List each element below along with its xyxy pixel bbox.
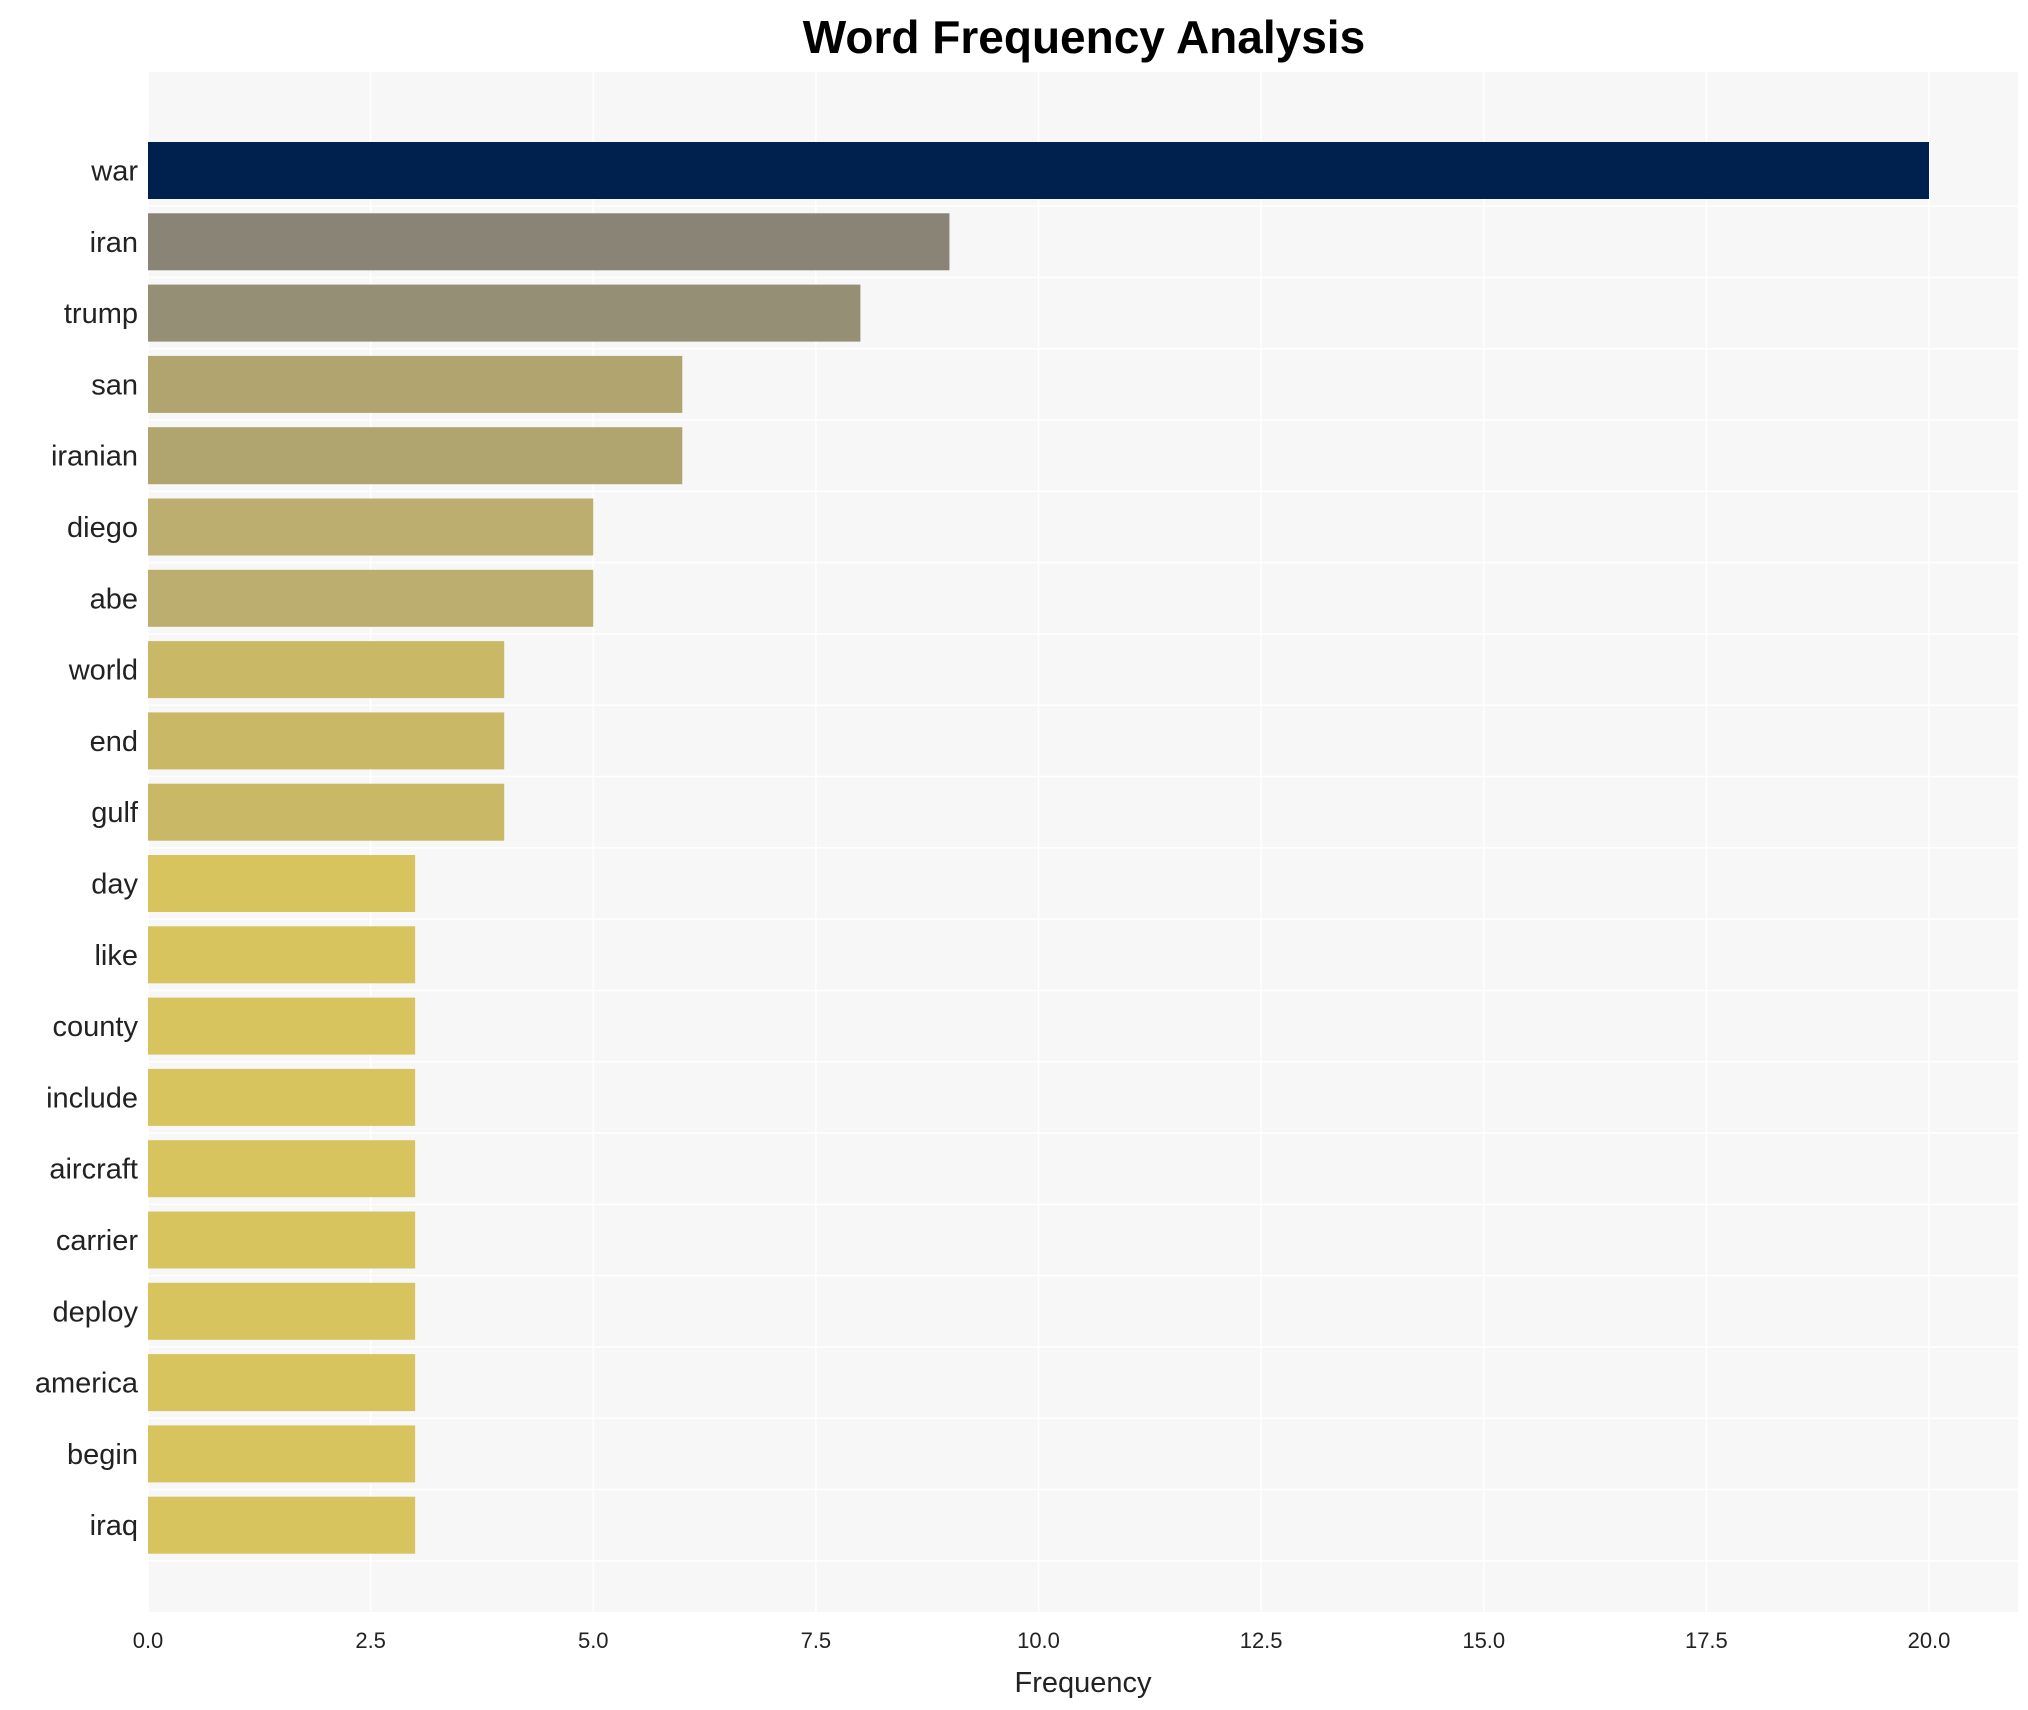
bar-diego — [148, 498, 594, 556]
bar-abe — [148, 569, 594, 627]
x-tick-label: 0.0 — [133, 1628, 164, 1653]
bar-county — [148, 997, 416, 1055]
y-tick-label: iran — [90, 227, 138, 259]
y-tick-label: diego — [67, 512, 138, 544]
y-tick-label: world — [68, 655, 138, 687]
bar-begin — [148, 1425, 416, 1483]
y-tick-label: america — [35, 1368, 139, 1400]
y-tick-label: carrier — [56, 1225, 139, 1257]
bar-day — [148, 855, 416, 912]
y-tick-label: abe — [90, 583, 138, 615]
y-tick-label: day — [91, 869, 138, 901]
x-tick-label: 7.5 — [801, 1628, 832, 1653]
bar-war — [148, 142, 1929, 199]
y-tick-label: aircraft — [49, 1154, 138, 1186]
x-tick-label: 12.5 — [1240, 1628, 1283, 1653]
y-tick-label: war — [90, 156, 138, 188]
x-tick-label: 5.0 — [578, 1628, 609, 1653]
y-tick-label: begin — [67, 1439, 138, 1471]
y-tick-label: iranian — [51, 441, 138, 473]
bar-iran — [148, 213, 950, 271]
y-tick-label: include — [46, 1082, 138, 1114]
y-tick-label: end — [90, 726, 138, 758]
bar-san — [148, 355, 683, 413]
bar-aircraft — [148, 1140, 416, 1198]
bar-end — [148, 712, 505, 770]
y-tick-label: trump — [64, 298, 138, 330]
chart-title: Word Frequency Analysis — [802, 11, 1366, 63]
x-tick-label: 2.5 — [355, 1628, 386, 1653]
bar-trump — [148, 284, 861, 342]
bar-iranian — [148, 427, 683, 485]
y-tick-label: gulf — [91, 797, 139, 829]
bar-like — [148, 926, 416, 984]
y-tick-label: san — [91, 369, 138, 401]
x-tick-label: 15.0 — [1462, 1628, 1505, 1653]
bar-america — [148, 1354, 416, 1412]
y-tick-label: like — [94, 940, 138, 972]
bar-deploy — [148, 1282, 416, 1340]
y-tick-label: iraq — [90, 1510, 138, 1542]
bar-world — [148, 641, 505, 699]
y-tick-label: county — [53, 1011, 139, 1043]
x-axis-label: Frequency — [1014, 1667, 1152, 1699]
bar-gulf — [148, 783, 505, 841]
bar-iraq — [148, 1496, 416, 1554]
x-tick-label: 17.5 — [1685, 1628, 1728, 1653]
x-tick-label: 20.0 — [1908, 1628, 1951, 1653]
bar-include — [148, 1068, 416, 1126]
bar-carrier — [148, 1211, 416, 1269]
y-tick-label: deploy — [53, 1296, 139, 1328]
x-tick-label: 10.0 — [1017, 1628, 1060, 1653]
